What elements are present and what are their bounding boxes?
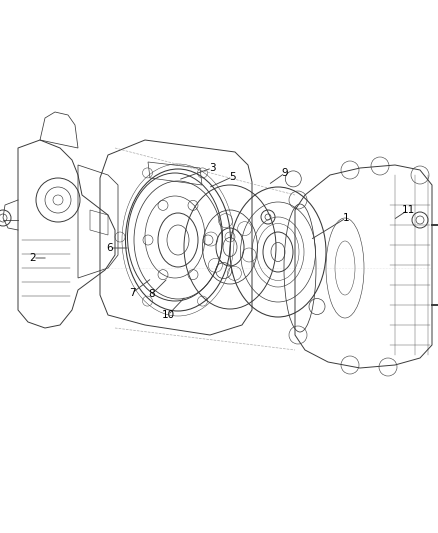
Text: 9: 9: [282, 168, 288, 178]
Text: 6: 6: [107, 243, 113, 253]
Text: 2: 2: [30, 253, 36, 263]
Text: 3: 3: [208, 163, 215, 173]
Text: 10: 10: [162, 310, 175, 320]
Text: 7: 7: [129, 288, 135, 298]
Text: 1: 1: [343, 213, 350, 223]
Text: 5: 5: [229, 172, 235, 182]
Text: 11: 11: [401, 205, 415, 215]
Text: 8: 8: [148, 289, 155, 299]
